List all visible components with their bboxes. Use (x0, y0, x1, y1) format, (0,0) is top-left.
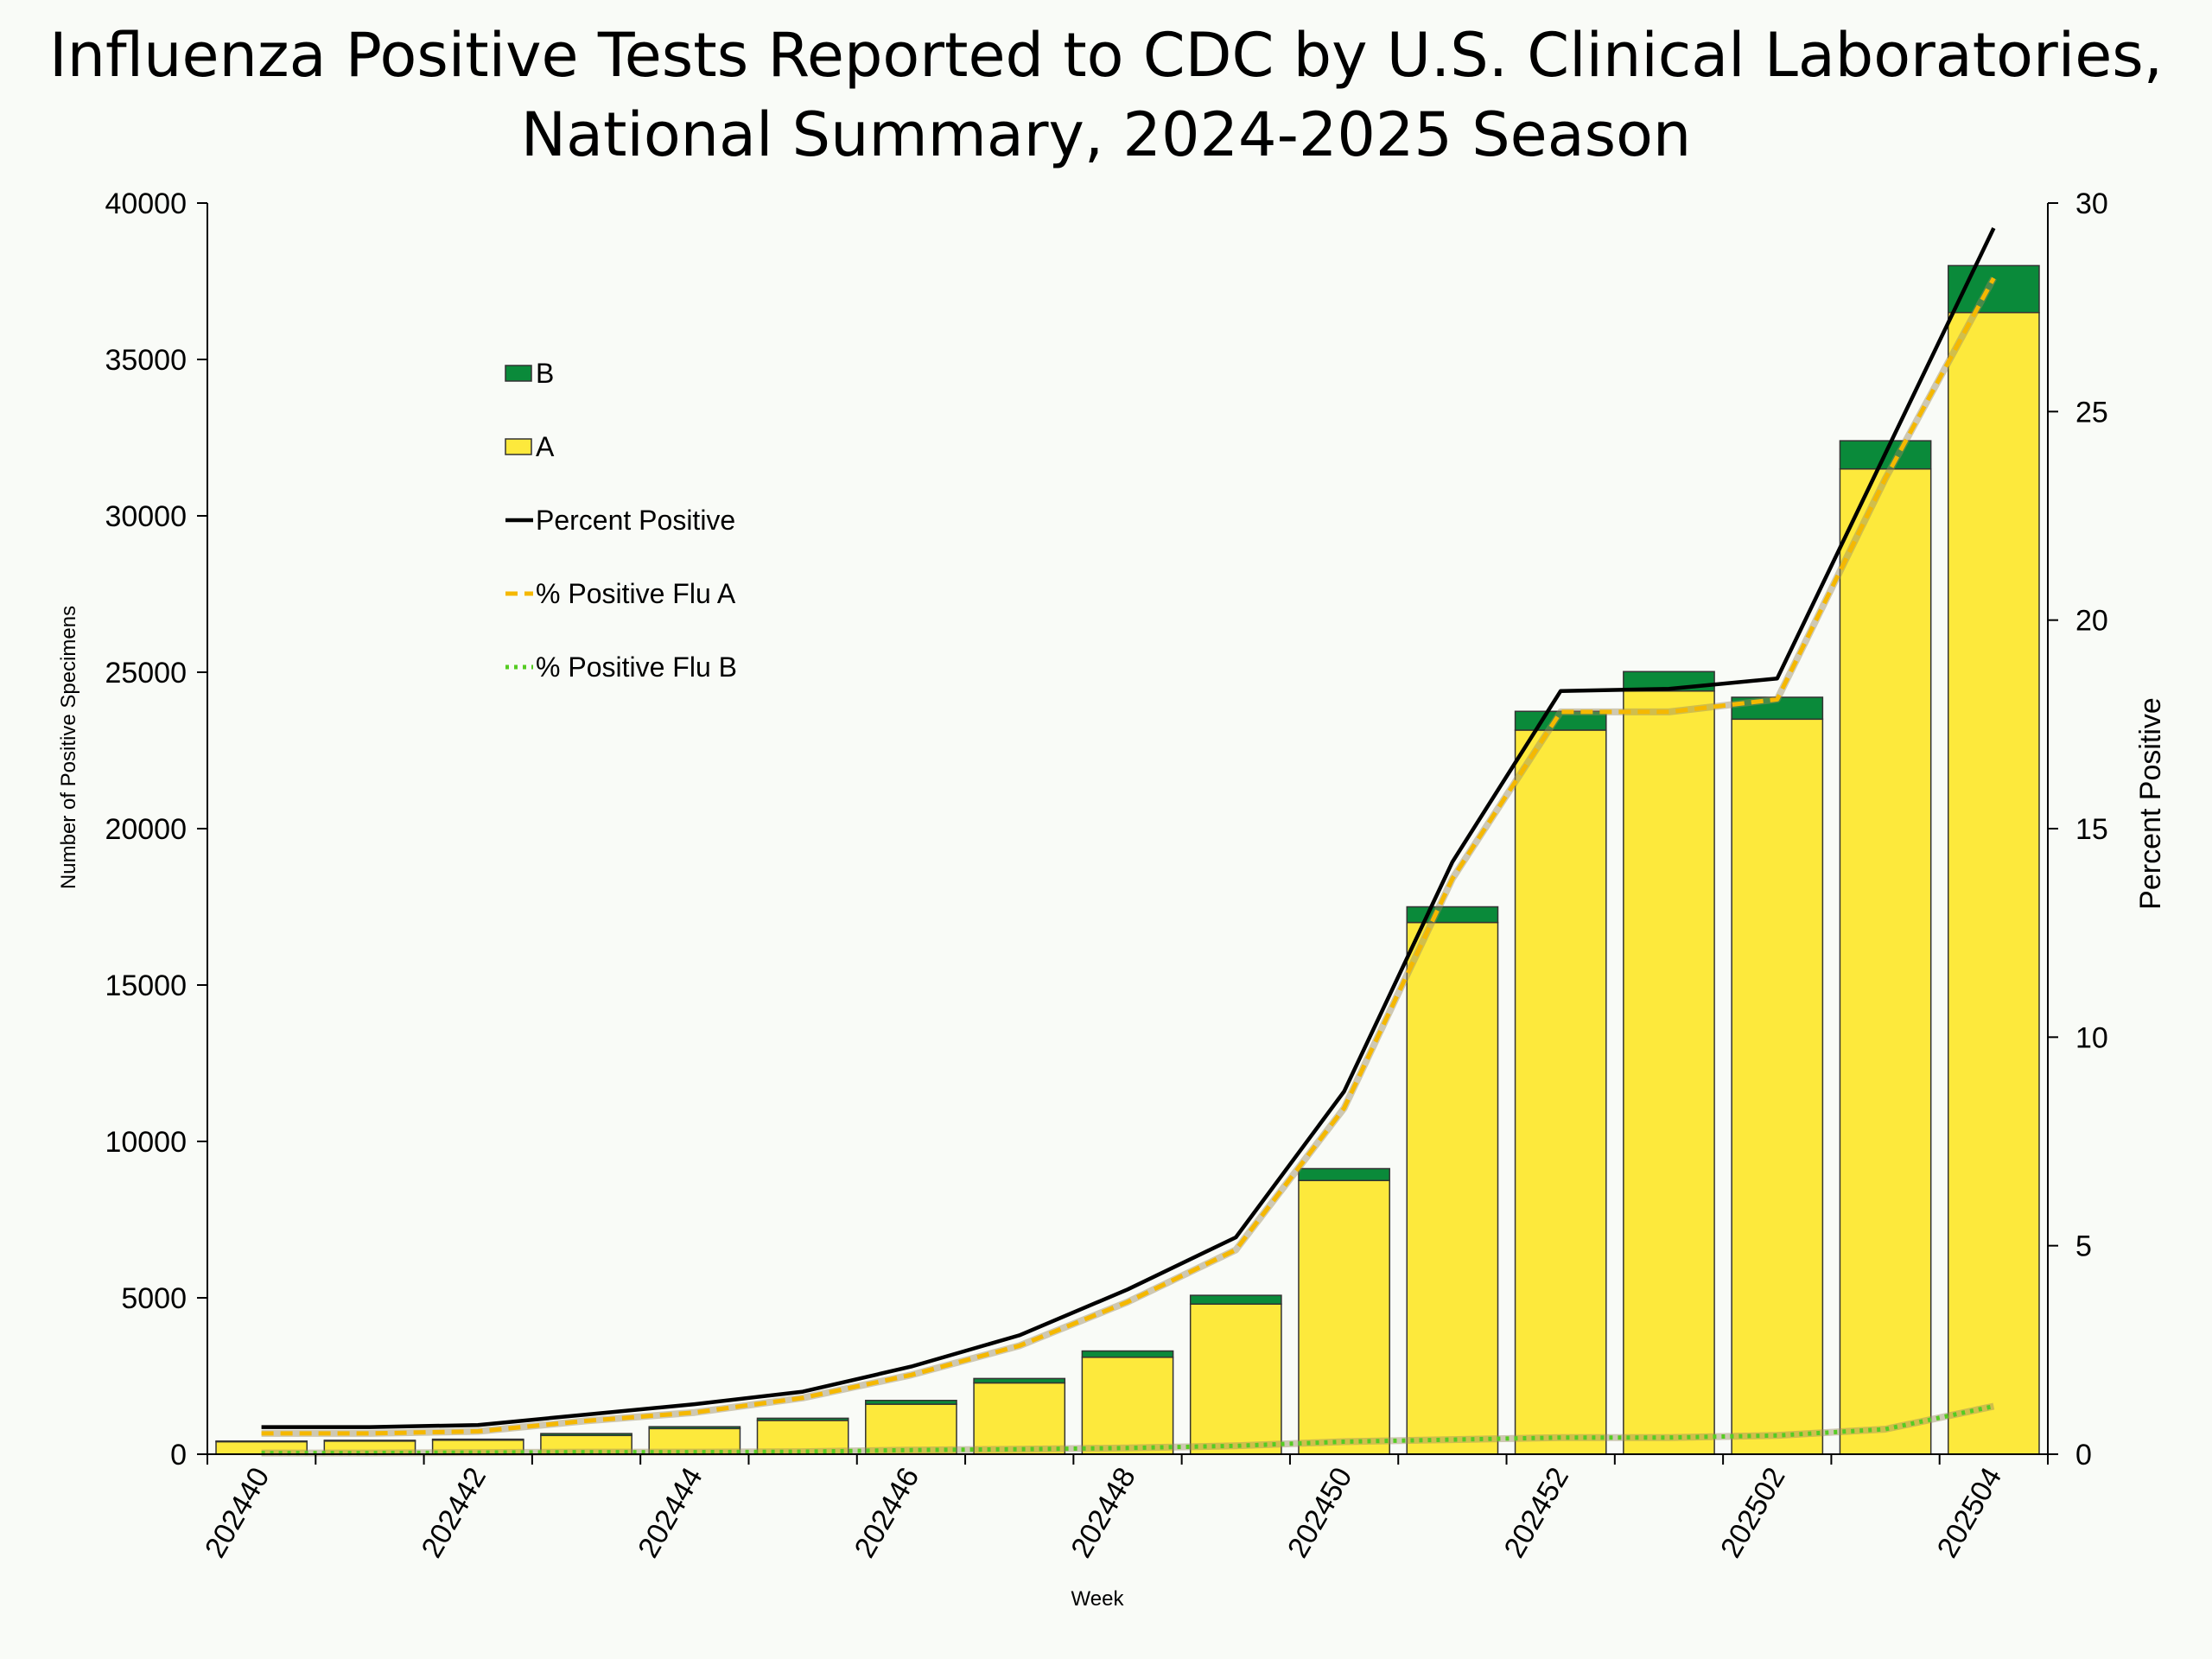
legend-label: Percent Positive (536, 505, 735, 536)
y-tick-label: 25000 (105, 657, 187, 690)
bar-a (1839, 467, 1932, 1455)
bar-b (648, 1426, 741, 1430)
bar-b (756, 1417, 849, 1421)
bar-a (648, 1427, 741, 1455)
y-axis-title: Number of Positive Specimens (57, 606, 80, 889)
bar-b (540, 1433, 632, 1437)
bar-b (865, 1399, 957, 1405)
y-tick-label: 35000 (105, 344, 187, 377)
y2-tick-label: 15 (2075, 813, 2108, 846)
y-tick-label: 30000 (105, 500, 187, 533)
bar-a (1298, 1179, 1390, 1455)
y-tick-label: 15000 (105, 969, 187, 1002)
y2-tick-label: 30 (2075, 188, 2108, 220)
y-tick-label: 20000 (105, 813, 187, 846)
y-tick-label: 10000 (105, 1126, 187, 1159)
chart-title-line-2: National Summary, 2024-2025 Season (521, 99, 1692, 170)
y2-tick-label: 25 (2075, 396, 2108, 429)
bar-a (1189, 1303, 1282, 1455)
legend-label: % Positive Flu A (536, 578, 736, 609)
y-tick-label: 0 (170, 1439, 187, 1471)
legend-label: B (536, 358, 554, 389)
bar-b (1731, 696, 1824, 721)
bar-a (973, 1382, 1066, 1455)
bar-a (1731, 718, 1824, 1455)
bar-b (1947, 264, 2040, 314)
legend-swatch-a (505, 438, 532, 455)
bar-b (1189, 1294, 1282, 1305)
y2-tick-label: 10 (2075, 1021, 2108, 1054)
y2-axis-title: Percent Positive (2134, 697, 2167, 910)
bar-b (1406, 906, 1499, 924)
x-axis-title: Week (1071, 1587, 1125, 1611)
bar-b (1298, 1167, 1390, 1182)
flu-b-percent-line (261, 1404, 1994, 1456)
y2-tick-label: 5 (2075, 1230, 2092, 1263)
bar-a (1514, 729, 1607, 1455)
bar-a (1623, 690, 1715, 1455)
chart-title-line-1: Influenza Positive Tests Reported to CDC… (49, 20, 2163, 91)
y2-tick-label: 20 (2075, 605, 2108, 638)
bar-a (1947, 311, 2040, 1455)
legend-swatch-b (505, 365, 532, 382)
legend-label: A (536, 431, 555, 462)
bar-b (215, 1440, 308, 1443)
y2-tick-label: 0 (2075, 1439, 2092, 1471)
bar-a (1406, 921, 1499, 1455)
bar-b (1081, 1350, 1174, 1358)
bar-a (1081, 1357, 1174, 1455)
bar-b (973, 1377, 1066, 1384)
legend: B A Percent Positive % Positive Flu A % Posi… (505, 358, 737, 683)
legend-label: % Positive Flu B (536, 652, 737, 683)
bar-b (323, 1440, 416, 1442)
flu-a-percent-line (261, 276, 1996, 1436)
y-tick-label: 5000 (121, 1282, 187, 1315)
y-tick-label: 40000 (105, 188, 187, 220)
lines-layer (261, 227, 1997, 1457)
percent-positive-line (261, 227, 1996, 1429)
bar-a (756, 1420, 849, 1455)
bars-layer (215, 264, 2040, 1455)
